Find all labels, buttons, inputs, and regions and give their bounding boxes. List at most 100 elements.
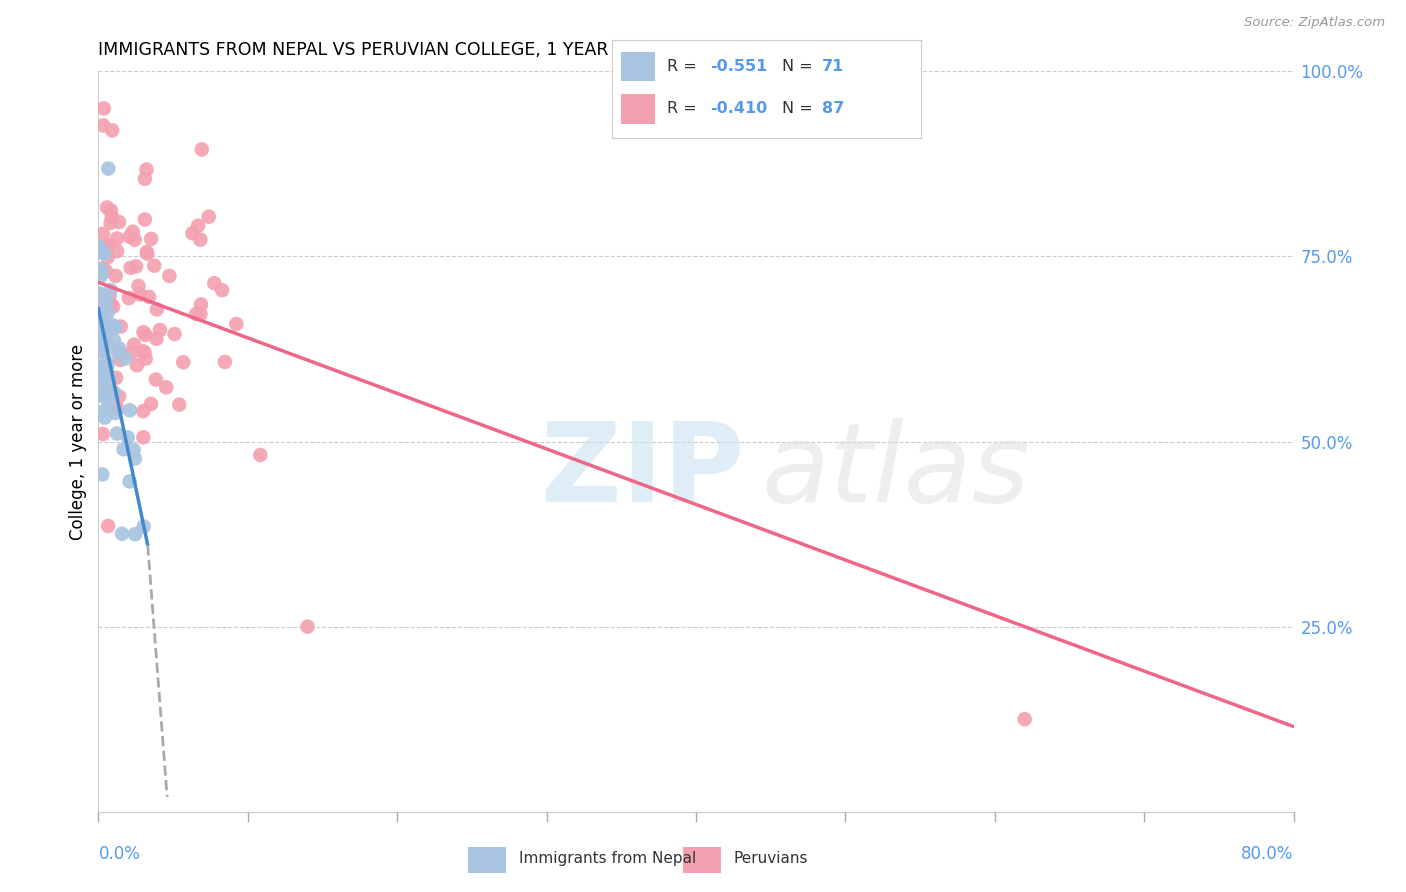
Point	[93, 102, 115, 116]
Point	[155, 380, 177, 394]
Point	[97, 161, 120, 176]
Point	[108, 389, 131, 403]
Point	[90, 316, 112, 330]
Point	[91, 323, 114, 337]
Point	[97, 305, 120, 319]
Point	[90, 405, 112, 419]
Point	[89, 359, 111, 374]
Point	[91, 313, 114, 327]
Point	[134, 171, 156, 186]
Point	[91, 119, 114, 133]
Point	[127, 278, 149, 293]
Point	[118, 291, 141, 305]
Point	[100, 203, 122, 218]
Point	[91, 327, 114, 342]
Point	[91, 369, 114, 384]
Point	[105, 231, 128, 245]
Point	[134, 212, 156, 227]
Point	[132, 344, 155, 359]
Point	[105, 244, 128, 259]
Point	[89, 319, 111, 334]
Point	[100, 297, 122, 311]
Point	[138, 290, 160, 304]
Point	[211, 283, 233, 297]
FancyBboxPatch shape	[468, 847, 506, 872]
Point	[108, 345, 131, 359]
Text: Immigrants from Nepal: Immigrants from Nepal	[519, 851, 696, 866]
Point	[125, 359, 148, 373]
Point	[111, 526, 134, 541]
Point	[91, 427, 114, 442]
Point	[97, 357, 120, 371]
Point	[101, 318, 124, 332]
Point	[297, 619, 319, 633]
Point	[91, 343, 114, 357]
Text: Peruvians: Peruvians	[734, 851, 808, 866]
Point	[91, 467, 114, 482]
Point	[90, 341, 112, 355]
Point	[90, 245, 112, 260]
Point	[98, 238, 121, 252]
Point	[91, 261, 114, 276]
Point	[91, 376, 114, 391]
Point	[94, 410, 117, 425]
Point	[190, 297, 212, 311]
Point	[96, 264, 118, 278]
Point	[132, 404, 155, 418]
Point	[105, 344, 128, 359]
Point	[91, 370, 114, 384]
Point	[117, 430, 139, 444]
Point	[132, 430, 155, 444]
Point	[121, 345, 143, 359]
Text: 80.0%: 80.0%	[1241, 845, 1294, 863]
Point	[186, 307, 208, 321]
Point	[91, 305, 114, 319]
Point	[98, 288, 121, 302]
Point	[188, 233, 211, 247]
Text: IMMIGRANTS FROM NEPAL VS PERUVIAN COLLEGE, 1 YEAR OR MORE CORRELATION CHART: IMMIGRANTS FROM NEPAL VS PERUVIAN COLLEG…	[98, 41, 891, 59]
Point	[97, 392, 120, 406]
Text: 87: 87	[823, 102, 844, 116]
Point	[89, 239, 111, 253]
Point	[89, 269, 111, 284]
Point	[122, 337, 145, 351]
Point	[143, 259, 166, 273]
Point	[104, 320, 127, 334]
FancyBboxPatch shape	[683, 847, 721, 872]
Point	[91, 300, 114, 314]
Point	[145, 332, 167, 346]
Point	[249, 448, 271, 462]
Point	[118, 229, 141, 244]
Point	[141, 232, 163, 246]
Point	[202, 276, 225, 290]
Point	[135, 162, 157, 177]
Point	[100, 283, 122, 297]
Point	[1014, 712, 1036, 726]
Point	[90, 291, 112, 305]
Point	[181, 226, 204, 240]
Point	[191, 143, 214, 157]
Point	[89, 344, 111, 359]
Text: -0.551: -0.551	[710, 59, 768, 74]
Point	[118, 403, 141, 417]
Point	[91, 361, 114, 376]
Point	[93, 320, 115, 334]
Point	[96, 363, 118, 377]
Point	[110, 319, 132, 334]
Point	[98, 372, 121, 386]
Point	[96, 201, 118, 215]
Point	[122, 442, 145, 457]
Point	[89, 388, 111, 402]
Point	[90, 262, 112, 277]
Point	[96, 384, 118, 399]
Point	[225, 317, 247, 331]
Text: ZIP: ZIP	[541, 417, 744, 524]
Point	[90, 297, 112, 311]
Point	[97, 519, 120, 533]
Point	[163, 326, 186, 341]
Point	[103, 333, 125, 347]
Point	[89, 389, 111, 403]
FancyBboxPatch shape	[621, 95, 655, 124]
Point	[134, 328, 156, 343]
Point	[135, 245, 157, 260]
